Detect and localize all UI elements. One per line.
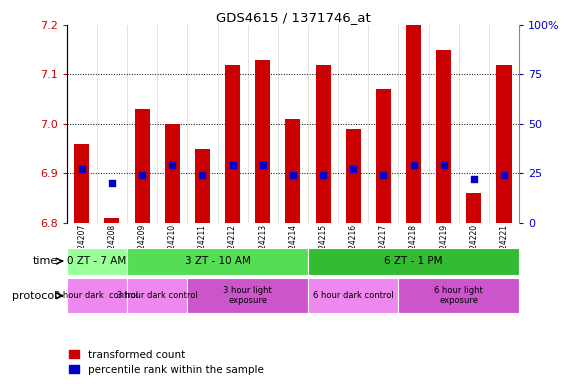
Point [107,180,117,186]
Bar [466,193,481,223]
Text: 6 hour dark control: 6 hour dark control [313,291,394,300]
Bar [74,144,89,223]
Title: GDS4615 / 1371746_at: GDS4615 / 1371746_at [216,11,370,24]
Point [499,172,509,178]
Bar [496,65,512,223]
Point [288,172,298,178]
Text: 6 hour light
exposure: 6 hour light exposure [434,286,483,305]
Point [379,172,388,178]
Bar [67,278,127,313]
Point [409,162,418,169]
Bar [376,89,391,223]
Text: 3 hour dark control: 3 hour dark control [117,291,198,300]
Text: 3 ZT - 10 AM: 3 ZT - 10 AM [184,256,251,266]
Bar [316,65,331,223]
Bar [255,60,270,223]
Text: 3 hour light
exposure: 3 hour light exposure [223,286,272,305]
Point [198,172,207,178]
Bar [308,248,519,275]
Bar [406,25,421,223]
Bar [225,65,240,223]
Bar [127,248,308,275]
Text: 0 ZT - 7 AM: 0 ZT - 7 AM [67,256,126,266]
Bar [104,218,119,223]
Point [228,162,237,169]
Point [77,166,86,172]
Bar [165,124,180,223]
Point [258,162,267,169]
Text: time: time [32,256,57,266]
Bar [285,119,300,223]
Bar [195,149,210,223]
Bar [308,278,398,313]
Bar [135,109,150,223]
Text: 0 hour dark  control: 0 hour dark control [55,291,139,300]
Bar [127,278,187,313]
Bar [346,129,361,223]
Point [469,176,478,182]
Point [318,172,328,178]
Bar [67,248,127,275]
Text: 6 ZT - 1 PM: 6 ZT - 1 PM [385,256,443,266]
Point [439,162,448,169]
Point [168,162,177,169]
Legend: transformed count, percentile rank within the sample: transformed count, percentile rank withi… [69,350,264,375]
Text: protocol: protocol [12,291,57,301]
Bar [187,278,308,313]
Point [137,172,147,178]
Bar [398,278,519,313]
Bar [436,50,451,223]
Point [349,166,358,172]
